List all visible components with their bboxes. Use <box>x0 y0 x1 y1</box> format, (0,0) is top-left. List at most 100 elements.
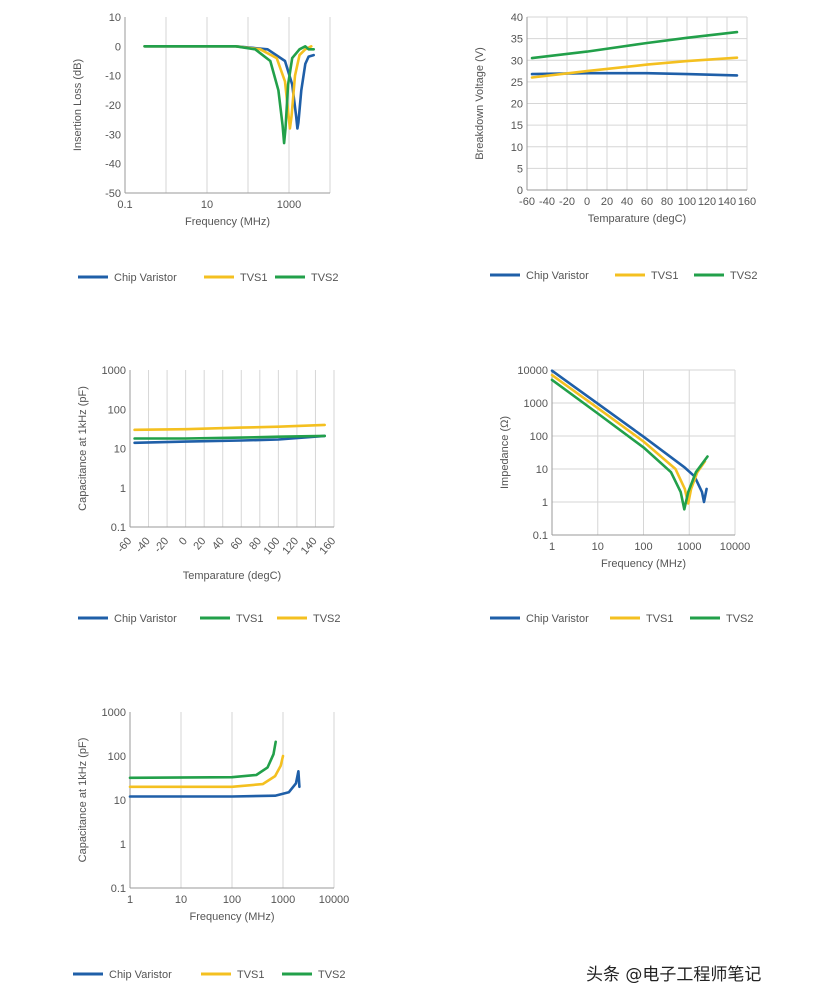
series-line-chip-varistor <box>133 434 326 445</box>
x-tick-label: -40 <box>133 535 152 555</box>
series-line-tvs1 <box>128 754 285 789</box>
series-line-tvs1 <box>133 434 326 440</box>
legend-label: TVS2 <box>311 272 339 284</box>
series-line-tvs2 <box>133 423 326 432</box>
y-tick-label: 100 <box>108 404 126 416</box>
series-line-chip-varistor <box>143 45 315 130</box>
series-line-chip-varistor <box>550 369 708 504</box>
series-line-tvs2 <box>550 378 709 511</box>
legend-label: TVS1 <box>651 270 679 282</box>
watermark: 头条 @电子工程师笔记 <box>586 965 762 985</box>
legend: Chip Varistor TVS1 TVS2 <box>78 272 339 284</box>
x-tick-label: 1000 <box>677 541 701 553</box>
y-tick-label: 1 <box>120 483 126 495</box>
x-tick-label: 10000 <box>720 541 751 553</box>
x-tick-label: 60 <box>641 196 653 208</box>
y-tick-label: 40 <box>511 12 523 24</box>
series-line-tvs2 <box>143 45 315 145</box>
y-tick-label: -20 <box>105 100 121 112</box>
x-tick-label: 100 <box>678 196 696 208</box>
legend-label: TVS2 <box>318 969 346 981</box>
x-tick-label: -20 <box>559 196 575 208</box>
x-tick-label: 0 <box>584 196 590 208</box>
y-axis-label: Breakdown Voltage (V) <box>474 47 486 160</box>
x-tick-label: 20 <box>191 535 208 552</box>
y-tick-label: 25 <box>511 77 523 89</box>
legend-label: TVS2 <box>730 270 758 282</box>
legend-label: Chip Varistor <box>114 272 177 284</box>
x-tick-label: 1000 <box>271 894 295 906</box>
y-tick-label: 10000 <box>517 365 548 377</box>
y-tick-label: -30 <box>105 129 121 141</box>
y-tick-label: 0 <box>115 41 121 53</box>
x-tick-label: 40 <box>621 196 633 208</box>
series-line-tvs1 <box>530 56 739 79</box>
x-tick-label: 100 <box>634 541 652 553</box>
y-tick-label: 0.1 <box>111 522 126 534</box>
y-tick-label: -50 <box>105 188 121 200</box>
x-axis-label: Frequency (MHz) <box>190 911 275 923</box>
x-tick-label: 0.1 <box>117 199 132 211</box>
x-tick-label: 140 <box>299 535 320 557</box>
y-tick-label: -10 <box>105 71 121 83</box>
x-tick-label: 40 <box>210 535 227 552</box>
vertical-gridlines <box>129 370 335 527</box>
x-tick-label: 60 <box>229 535 246 552</box>
y-tick-label: 0.1 <box>111 883 126 895</box>
series-line-tvs2 <box>128 740 277 780</box>
x-tick-label: 1 <box>127 894 133 906</box>
x-tick-label: 100 <box>223 894 241 906</box>
y-tick-label: 10 <box>114 444 126 456</box>
legend-label: TVS2 <box>726 613 754 625</box>
x-tick-label: 10000 <box>319 894 350 906</box>
legend: Chip Varistor TVS1 TVS2 <box>73 969 346 981</box>
x-tick-label: 100 <box>262 535 283 557</box>
x-tick-label: 1 <box>549 541 555 553</box>
x-tick-label: 160 <box>738 196 756 208</box>
x-axis-label: Temparature (degC) <box>183 570 281 582</box>
legend-label: Chip Varistor <box>109 969 172 981</box>
y-tick-label: 20 <box>511 99 523 111</box>
y-tick-label: 10 <box>511 142 523 154</box>
vertical-gridlines <box>129 712 335 888</box>
x-tick-label: 140 <box>718 196 736 208</box>
x-tick-label: 120 <box>698 196 716 208</box>
y-axis-label: Capacitance at 1kHz (pF) <box>77 386 89 511</box>
legend-label: TVS1 <box>237 969 265 981</box>
legend-label: TVS2 <box>313 613 341 625</box>
x-axis-label: Frequency (MHz) <box>601 558 686 570</box>
y-axis-label: Insertion Loss (dB) <box>72 59 84 151</box>
y-tick-label: 1000 <box>102 365 126 377</box>
x-axis-label: Temparature (degC) <box>588 213 686 225</box>
x-tick-label: 20 <box>601 196 613 208</box>
y-tick-label: 100 <box>530 431 548 443</box>
y-tick-label: 10 <box>536 464 548 476</box>
y-axis-label: Capacitance at 1kHz (pF) <box>77 738 89 863</box>
x-tick-label: 10 <box>592 541 604 553</box>
y-tick-label: 10 <box>114 795 126 807</box>
legend-label: Chip Varistor <box>526 613 589 625</box>
legend: Chip Varistor TVS1 TVS2 <box>78 613 341 625</box>
y-tick-label: 5 <box>517 163 523 175</box>
series-line-tvs2 <box>530 30 739 60</box>
chart-insertion-loss: 10 0 -10 -20 -30 -40 -500.1 10 1000 Frequency (MH… <box>72 12 339 284</box>
x-tick-label: 160 <box>317 535 338 557</box>
y-tick-label: 0 <box>517 185 523 197</box>
horizontal-gridlines <box>527 16 747 191</box>
series-line-chip-varistor <box>128 770 301 798</box>
y-axis-label: Impedance (Ω) <box>499 416 511 489</box>
y-tick-label: 0.1 <box>533 530 548 542</box>
y-tick-label: 1000 <box>102 707 126 719</box>
y-tick-label: 1 <box>120 839 126 851</box>
x-tick-label: 0 <box>177 535 190 547</box>
y-tick-label: 35 <box>511 34 523 46</box>
x-tick-label: -60 <box>519 196 535 208</box>
y-tick-label: 15 <box>511 120 523 132</box>
y-tick-label: 10 <box>109 12 121 24</box>
series-line-tvs1 <box>550 373 707 505</box>
legend-label: Chip Varistor <box>526 270 589 282</box>
